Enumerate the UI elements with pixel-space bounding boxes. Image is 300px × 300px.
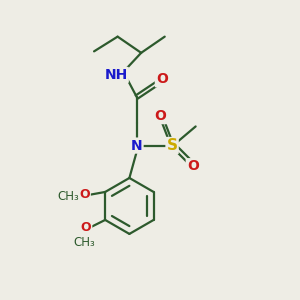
Text: CH₃: CH₃ [74, 236, 95, 248]
Text: S: S [167, 138, 178, 153]
Text: O: O [156, 72, 168, 86]
Text: N: N [131, 139, 142, 153]
Text: O: O [81, 221, 91, 234]
Text: O: O [187, 159, 199, 173]
Text: O: O [79, 188, 90, 201]
Text: NH: NH [104, 68, 128, 82]
Text: O: O [154, 109, 166, 123]
Text: CH₃: CH₃ [58, 190, 79, 203]
